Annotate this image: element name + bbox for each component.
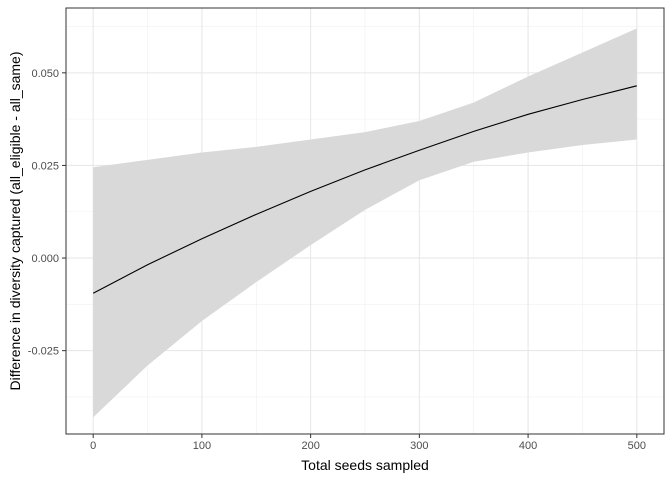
confidence-band xyxy=(93,28,637,418)
y-axis: -0.025 0.000 0.025 0.050 xyxy=(28,68,66,358)
y-tick-label: 0.025 xyxy=(31,160,59,172)
confidence-band-layer xyxy=(93,28,637,418)
panel-border xyxy=(65,7,665,435)
y-tick-label: 0.000 xyxy=(31,253,59,265)
x-tick-label: 0 xyxy=(90,440,96,452)
y-tick-label: -0.025 xyxy=(28,346,59,358)
x-tick-label: 400 xyxy=(519,440,537,452)
x-tick-label: 300 xyxy=(410,440,428,452)
x-tick-label: 100 xyxy=(193,440,211,452)
trend-line-layer xyxy=(92,85,637,294)
y-tick-label: 0.050 xyxy=(31,68,59,80)
x-axis: 0 100 200 300 400 500 xyxy=(90,434,646,452)
x-axis-title: Total seeds sampled xyxy=(301,457,429,473)
y-axis-title: Difference in diversity captured (all_el… xyxy=(7,51,23,390)
x-tick-label: 500 xyxy=(628,440,646,452)
x-tick-label: 200 xyxy=(301,440,319,452)
trend-line xyxy=(92,85,637,294)
